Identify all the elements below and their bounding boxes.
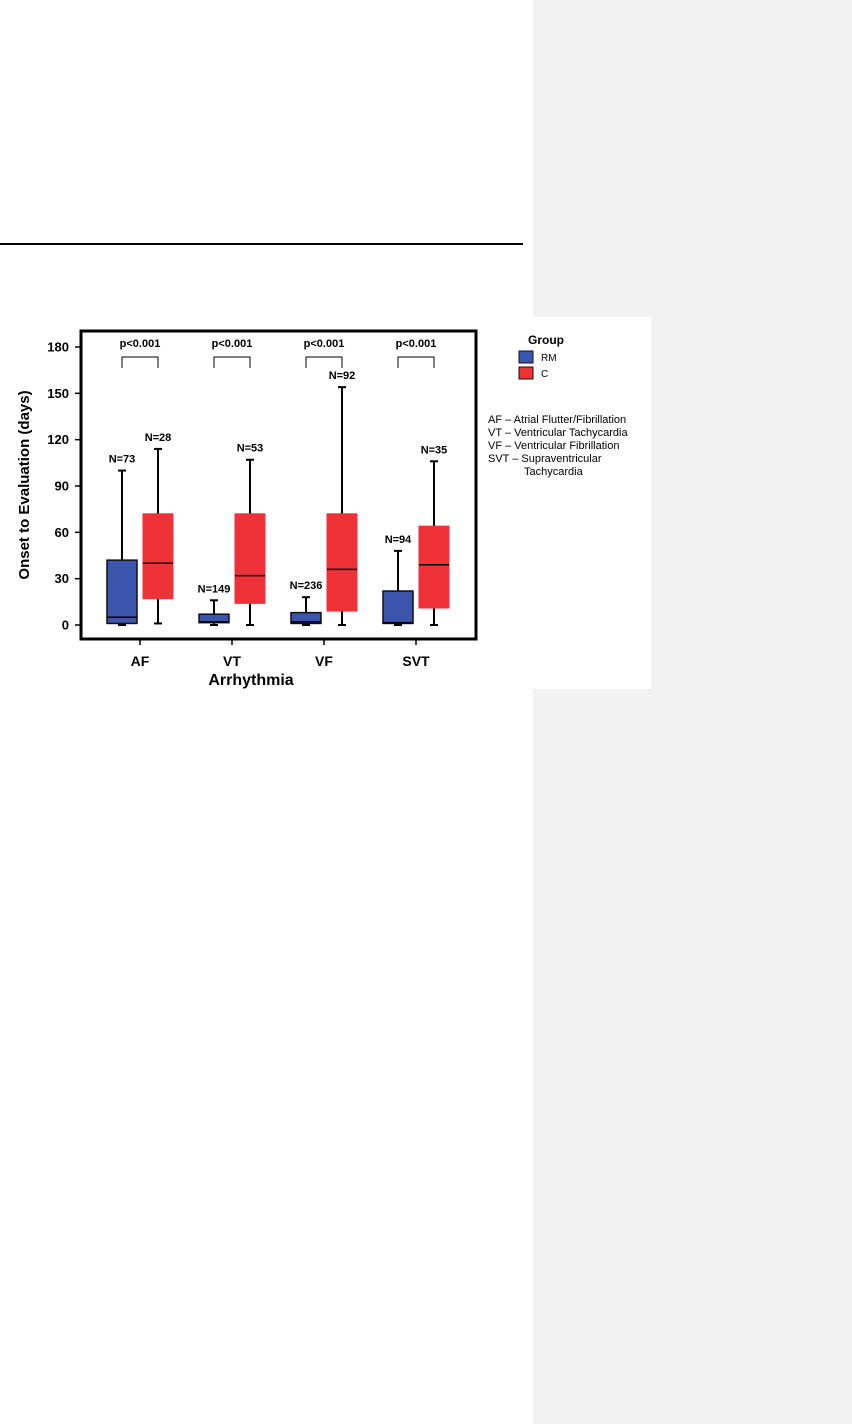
abbreviation-list: AF – Atrial Flutter/Fibrillation VT – Ve… [488, 414, 653, 479]
n-label-c-svt: N=35 [421, 444, 448, 456]
x-tick-label-VF: VF [315, 653, 333, 669]
y-tick-label-90: 90 [55, 479, 69, 494]
y-tick-label-180: 180 [47, 340, 69, 355]
n-label-c-vf: N=92 [329, 370, 356, 382]
n-label-rm-vt: N=149 [198, 583, 231, 595]
x-tick-label-SVT: SVT [402, 653, 430, 669]
x-axis-label: Arrhythmia [208, 672, 293, 689]
y-tick-label-0: 0 [62, 618, 69, 633]
box-rm-vf [290, 611, 322, 625]
box-c-af [142, 513, 174, 600]
n-label-c-af: N=28 [145, 432, 172, 444]
p-bracket-af [121, 356, 159, 368]
n-label-rm-vf: N=236 [290, 580, 323, 592]
abbrev-vf: VF – Ventricular Fibrillation [488, 440, 620, 452]
abbrev-vt: VT – Ventricular Tachycardia [488, 427, 628, 439]
y-tick-label-120: 120 [47, 432, 69, 447]
box-plot-chart: 0 30 60 90 120 150 180 Onset to Evaluation (day… [16, 329, 564, 689]
n-label-c-vt: N=53 [237, 443, 264, 455]
n-label-rm-af: N=73 [109, 454, 136, 466]
y-tick-label-30: 30 [55, 571, 69, 586]
legend-title: Group [528, 333, 564, 347]
box-rm-svt [382, 590, 414, 625]
legend-swatch-c [518, 366, 534, 380]
box-c-vf [326, 513, 358, 612]
p-bracket-svt [397, 356, 435, 368]
abbrev-svt: SVT – Supraventricular Tachycardia [488, 453, 653, 479]
legend-label-c: C [541, 369, 548, 380]
abbrev-svt-line2: Tachycardia [524, 466, 583, 478]
box-c-svt [418, 525, 450, 609]
box-rm-af [106, 559, 138, 625]
plot-frame [79, 329, 478, 641]
p-bracket-vt [213, 356, 251, 368]
figure-background [0, 317, 651, 689]
p-value-af: p<0.001 [120, 338, 161, 350]
x-tick-label-VT: VT [223, 653, 241, 669]
horizontal-rule [0, 243, 523, 245]
box-rm-vt [198, 613, 230, 624]
legend-swatch-rm [518, 350, 534, 364]
p-value-svt: p<0.001 [396, 338, 437, 350]
y-axis-label: Onset to Evaluation (days) [16, 390, 33, 579]
p-value-vt: p<0.001 [212, 338, 253, 350]
abbrev-svt-line1: SVT – Supraventricular [488, 453, 602, 465]
legend-label-rm: RM [541, 353, 557, 364]
abbrev-af: AF – Atrial Flutter/Fibrillation [488, 414, 627, 426]
side-panel [533, 0, 852, 1424]
p-bracket-vf [305, 356, 343, 368]
n-label-rm-svt: N=94 [385, 534, 412, 546]
x-tick-label-AF: AF [131, 653, 150, 669]
p-value-vf: p<0.001 [304, 338, 345, 350]
y-tick-label-60: 60 [55, 525, 69, 540]
box-c-vt [234, 513, 266, 604]
y-tick-label-150: 150 [47, 386, 69, 401]
